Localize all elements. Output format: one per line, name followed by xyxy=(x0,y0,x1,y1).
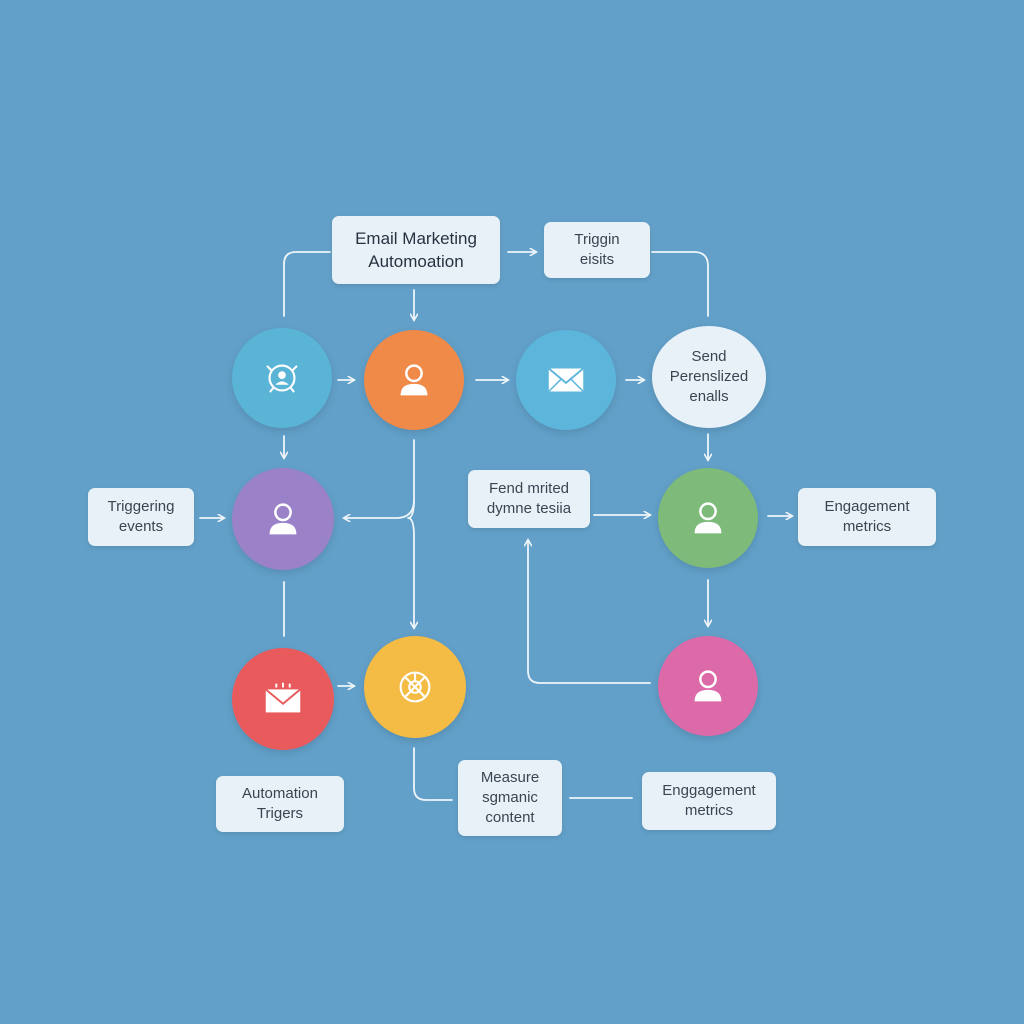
user-icon xyxy=(400,364,428,396)
pink-user-node xyxy=(658,636,758,736)
engagement-metrics-right-label: Engagement metrics xyxy=(824,498,910,535)
triggering-events-box: Triggering events xyxy=(88,488,194,546)
connector-contact-branch xyxy=(344,439,415,518)
envelope-icon xyxy=(548,367,584,393)
trigger-events-label: Triggin eisits xyxy=(574,231,620,268)
title-label: Email Marketing Automoation xyxy=(355,229,477,271)
engagement-metrics-bottom-box: Enggagement metrics xyxy=(642,772,776,830)
connector-trigger-box-to-send xyxy=(651,251,709,317)
compass-icon xyxy=(399,671,431,703)
user-icon xyxy=(694,670,722,702)
email-node xyxy=(516,330,616,430)
segment-node xyxy=(232,328,332,428)
green-user-node xyxy=(658,468,758,568)
dynamic-content-box: Fend mrited dymne tesiia xyxy=(468,470,590,528)
connector-pink-loop xyxy=(528,540,651,684)
connector-contact-to-yellow xyxy=(407,499,414,628)
send-personalized-label: Send Perenslized enalls xyxy=(669,348,749,405)
engagement-metrics-bottom-label: Enggagement metrics xyxy=(662,782,756,819)
user-icon xyxy=(694,502,722,534)
automation-triggers-label: Automation Trigers xyxy=(242,785,318,822)
dynamic-content-label: Fend mrited dymne tesiia xyxy=(486,480,572,517)
connector-title-to-segment xyxy=(283,251,331,317)
red-email-node xyxy=(232,648,334,750)
measure-content-box: Measure sgmanic content xyxy=(458,760,562,836)
user-target-icon xyxy=(266,364,298,393)
envelope-icon xyxy=(265,682,301,713)
trigger-events-box: Triggin eisits xyxy=(544,222,650,278)
connector-yellow-to-measure xyxy=(413,747,453,801)
title-box: Email Marketing Automoation xyxy=(332,216,500,284)
engagement-metrics-right-box: Engagement metrics xyxy=(798,488,936,546)
send-personalized-node: Send Perenslized enalls xyxy=(652,326,766,428)
contact-node xyxy=(364,330,464,430)
triggering-events-label: Triggering events xyxy=(107,498,175,535)
user-icon xyxy=(269,503,297,535)
automation-triggers-box: Automation Trigers xyxy=(216,776,344,832)
measure-content-label: Measure sgmanic content xyxy=(480,769,540,826)
purple-user-node xyxy=(232,468,334,570)
yellow-analytics-node xyxy=(364,636,466,738)
